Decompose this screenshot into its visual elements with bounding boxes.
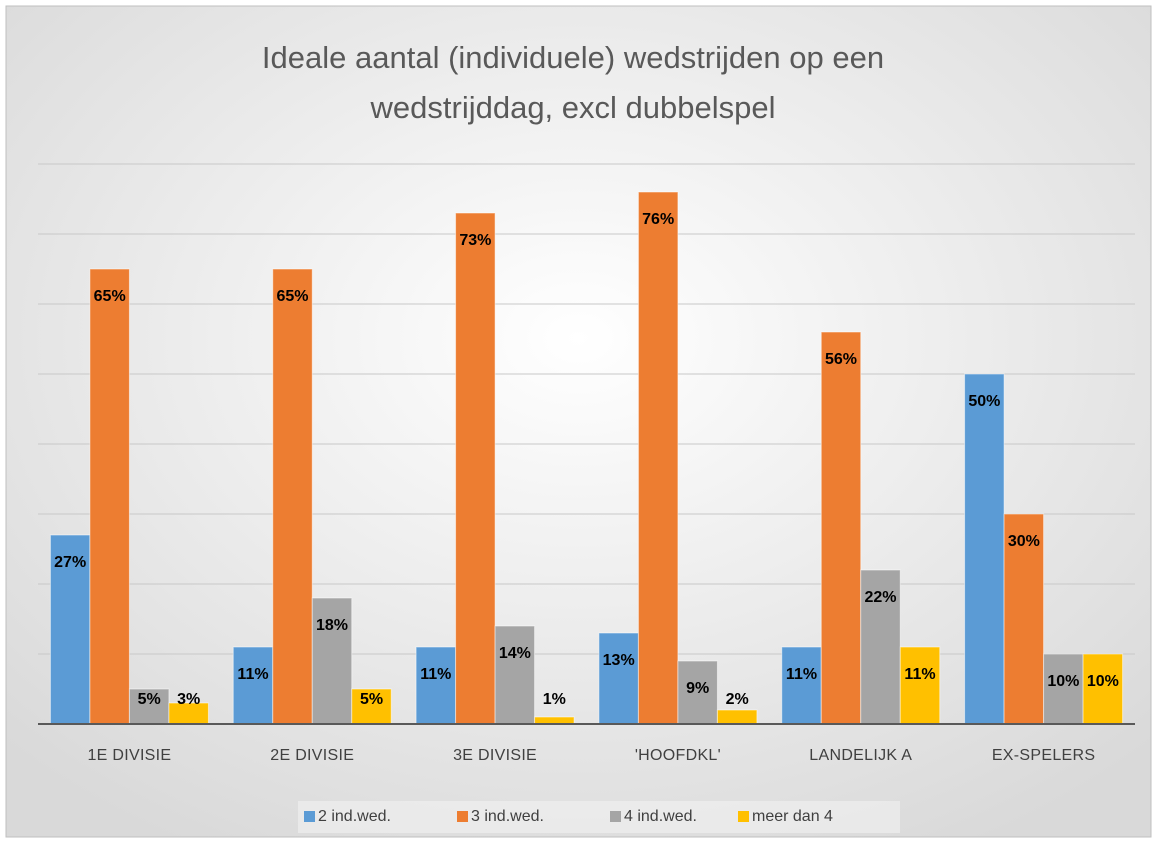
data-label: 5% <box>138 691 161 708</box>
legend-label: meer dan 4 <box>752 808 833 825</box>
data-label: 27% <box>54 554 86 571</box>
x-tick-label: 3E DIVISIE <box>453 747 537 764</box>
data-label: 14% <box>499 645 531 662</box>
bar <box>415 646 457 725</box>
data-label: 73% <box>459 232 491 249</box>
bar <box>677 660 718 725</box>
legend-label: 4 ind.wed. <box>624 808 697 825</box>
data-label: 3% <box>177 691 200 708</box>
legend-swatch <box>738 811 749 822</box>
data-label: 1% <box>543 691 566 708</box>
x-tick-label: 'HOOFDKL' <box>635 747 721 764</box>
data-label: 50% <box>968 393 1000 410</box>
data-label: 18% <box>316 617 348 634</box>
bar <box>232 646 274 725</box>
bar <box>534 716 575 725</box>
data-label: 11% <box>237 666 268 683</box>
legend-swatch <box>610 811 621 822</box>
bar <box>716 709 758 725</box>
data-label: 13% <box>603 652 635 669</box>
data-label: 5% <box>360 691 383 708</box>
bar <box>89 268 130 725</box>
legend-box <box>298 801 900 833</box>
data-label: 22% <box>864 589 896 606</box>
bar <box>899 646 941 725</box>
data-label: 10% <box>1047 673 1079 690</box>
x-tick-label: LANDELIJK A <box>809 747 912 764</box>
x-tick-label: 2E DIVISIE <box>270 747 354 764</box>
bar <box>598 632 639 725</box>
chart-title: wedstrijddag, excl dubbelspel <box>370 90 776 125</box>
data-label: 2% <box>726 691 749 708</box>
legend-label: 3 ind.wed. <box>471 808 544 825</box>
chart-title: Ideale aantal (individuele) wedstrijden … <box>262 40 884 75</box>
data-label: 30% <box>1008 533 1040 550</box>
x-tick-label: 1E DIVISIE <box>87 747 171 764</box>
bar <box>494 625 536 725</box>
bar <box>272 268 313 725</box>
data-label: 11% <box>904 666 935 683</box>
x-tick-label: EX-SPELERS <box>992 747 1095 764</box>
legend-swatch <box>304 811 315 822</box>
data-label: 11% <box>420 666 451 683</box>
data-label: 9% <box>686 680 709 697</box>
data-label: 10% <box>1087 673 1119 690</box>
bar <box>637 191 679 725</box>
data-label: 11% <box>786 666 817 683</box>
legend-label: 2 ind.wed. <box>318 808 391 825</box>
chart-background <box>5 5 1152 838</box>
data-label: 76% <box>642 211 674 228</box>
bar <box>49 534 91 725</box>
bar <box>820 331 862 725</box>
data-label: 65% <box>94 288 126 305</box>
legend-swatch <box>457 811 468 822</box>
data-label: 56% <box>825 351 857 368</box>
bar <box>1082 653 1124 725</box>
data-label: 65% <box>276 288 308 305</box>
bar <box>311 597 353 725</box>
bar <box>455 212 496 725</box>
bar <box>1003 513 1045 725</box>
bar <box>964 373 1005 725</box>
bar <box>351 688 392 725</box>
bar <box>860 569 901 725</box>
bar <box>781 646 822 725</box>
